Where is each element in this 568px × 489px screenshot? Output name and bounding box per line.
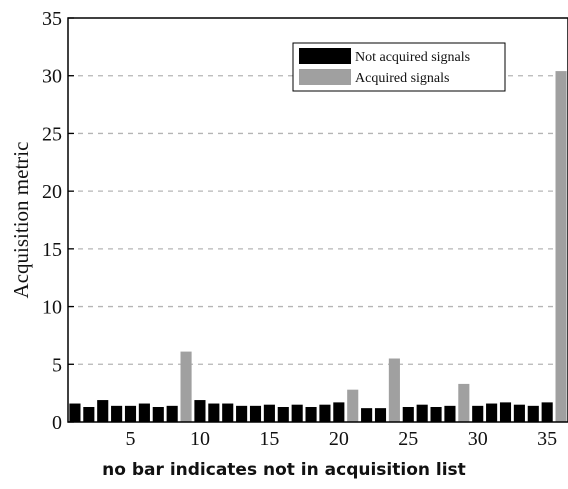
y-tick-label: 0 (52, 412, 62, 434)
bar-not-acquired (124, 405, 137, 422)
x-ticks: 5 10 15 20 25 30 35 (126, 416, 557, 450)
bar-not-acquired (499, 402, 512, 422)
bar-not-acquired (486, 403, 498, 422)
bar-not-acquired (249, 405, 262, 422)
bar-not-acquired (277, 406, 289, 422)
bar-not-acquired (236, 405, 248, 422)
bar-not-acquired (166, 405, 178, 422)
x-tick-label: 10 (190, 428, 210, 450)
bar-not-acquired (402, 406, 414, 422)
bar-acquired (458, 383, 470, 422)
x-tick-label: 25 (398, 428, 418, 450)
legend-swatch-acquired (299, 69, 351, 85)
x-tick-label: 15 (259, 428, 279, 450)
bar-not-acquired (97, 400, 109, 422)
x-tick-label: 35 (537, 428, 557, 450)
gridlines (68, 75, 568, 365)
y-tick-label: 25 (42, 123, 62, 145)
y-ticks: 0 5 10 15 20 25 30 35 (42, 8, 74, 434)
bar-not-acquired (291, 404, 303, 422)
y-tick-label: 20 (42, 181, 62, 203)
bar-acquired (388, 358, 400, 422)
legend-label-acquired: Acquired signals (355, 71, 449, 86)
bar-not-acquired (374, 408, 387, 422)
bar-not-acquired (541, 402, 553, 422)
bar-acquired (347, 389, 359, 422)
bar-not-acquired (416, 404, 428, 422)
bar-not-acquired (138, 403, 150, 422)
y-tick-label: 10 (42, 297, 62, 319)
bar-not-acquired (222, 403, 234, 422)
plot-frame (67, 17, 568, 423)
bar-not-acquired (194, 400, 206, 422)
x-tick-label: 5 (126, 428, 136, 450)
bar-acquired (555, 71, 567, 423)
bar-not-acquired (333, 402, 345, 422)
bar-not-acquired (83, 406, 95, 422)
chart-caption: no bar indicates not in acquisition list (102, 460, 466, 480)
bar-not-acquired (513, 404, 525, 422)
bar-not-acquired (152, 406, 164, 422)
bar-not-acquired (430, 406, 442, 422)
y-axis-label: Acquisition metric (9, 142, 33, 299)
bar-not-acquired (69, 403, 81, 422)
bar-not-acquired (319, 404, 331, 422)
bar-not-acquired (111, 405, 123, 422)
y-tick-label: 5 (52, 354, 62, 376)
bar-not-acquired (361, 408, 373, 422)
legend: Not acquired signals Acquired signals (292, 42, 506, 92)
bar-not-acquired (305, 406, 317, 422)
bar-not-acquired (527, 405, 539, 422)
legend-swatch-not-acquired (299, 48, 351, 64)
x-tick-label: 30 (468, 428, 488, 450)
legend-label-not-acquired: Not acquired signals (355, 50, 470, 65)
y-tick-label: 30 (42, 66, 62, 88)
bar-not-acquired (263, 404, 275, 422)
y-tick-label: 35 (42, 8, 62, 30)
bar-not-acquired (472, 405, 484, 422)
bar-not-acquired (208, 403, 220, 422)
x-tick-label: 20 (329, 428, 349, 450)
bars (69, 71, 567, 423)
bar-acquired (180, 351, 192, 422)
bar-not-acquired (444, 405, 456, 422)
y-tick-label: 15 (42, 239, 62, 261)
